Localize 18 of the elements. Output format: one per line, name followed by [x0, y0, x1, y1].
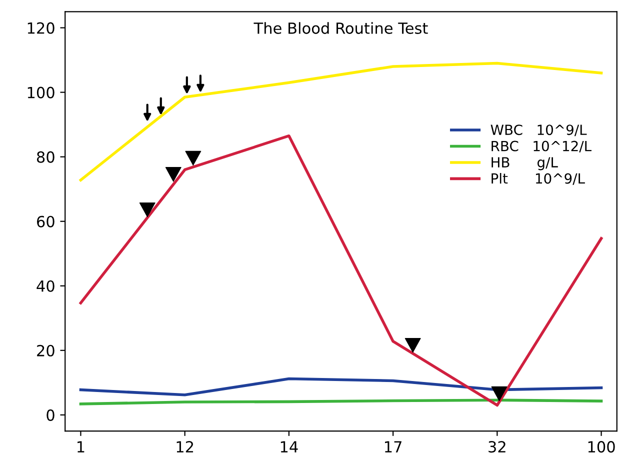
x-tick-label: 17	[385, 441, 402, 452]
y-tick-label: 120	[28, 22, 54, 34]
legend-label: HB g/L	[492, 157, 558, 170]
legend-label: Plt 10^9/L	[492, 172, 585, 185]
legend-label: WBC 10^9/L	[490, 124, 587, 136]
y-tick-label: 20	[37, 344, 54, 356]
legend-label: RBC 10^12/L	[492, 140, 592, 152]
x-tick-label: 1	[78, 441, 84, 452]
x-tick-label: 32	[488, 441, 506, 453]
y-tick-label: 40	[36, 280, 54, 292]
y-tick-label: 0	[46, 409, 54, 421]
x-tick-label: 12	[176, 441, 194, 452]
x-tick-label: 14	[280, 441, 298, 452]
x-tick-label: 100	[588, 441, 615, 453]
y-tick-label: 100	[28, 86, 54, 98]
y-tick-label: 60	[37, 216, 54, 228]
text: The Blood Routine Test	[254, 22, 428, 34]
y-tick-label: 80	[36, 151, 54, 163]
